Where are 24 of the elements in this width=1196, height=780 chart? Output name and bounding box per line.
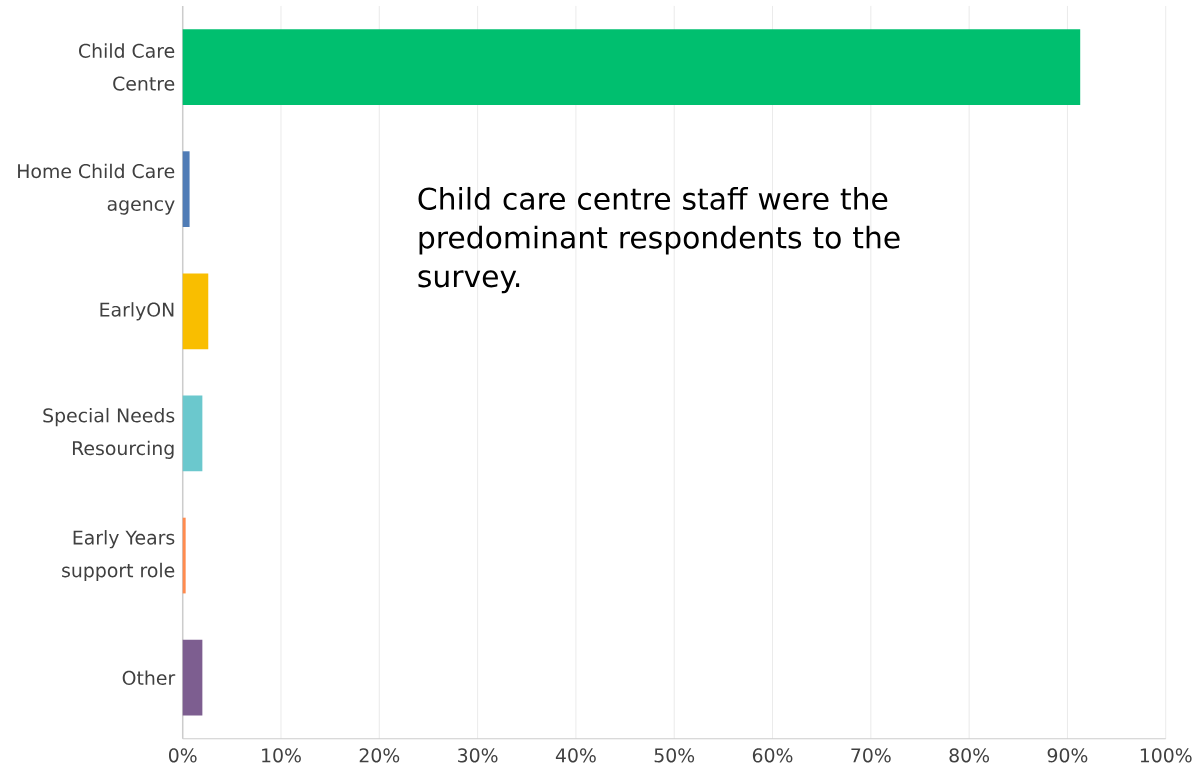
x-tick-label: 0% (168, 748, 197, 763)
y-tick-label: EarlyON (100, 301, 174, 321)
x-tick-label: 100% (1140, 748, 1192, 763)
bar (182, 273, 209, 349)
y-tick-label: Home Child Care agency (18, 163, 175, 215)
x-tick-label: 90% (1047, 748, 1088, 763)
x-tick-label: 80% (949, 748, 990, 763)
x-tick-label: 10% (262, 748, 301, 763)
annotation: Child care centre staff were the predominant respondents to the survey. (418, 186, 900, 293)
x-tick-label: 40% (555, 748, 596, 763)
x-tick-label: 20% (359, 748, 400, 763)
x-tick-label: 30% (458, 748, 498, 763)
y-tick-label: Other (122, 670, 176, 685)
y-tick-label: Child Care Centre (79, 43, 175, 91)
bar (182, 395, 203, 472)
bar (182, 517, 186, 594)
y-tick-label: Early Years support role (62, 529, 175, 581)
bar (182, 28, 1081, 105)
x-tick-label: 70% (851, 748, 891, 763)
y-tick-label: Special Needs Resourcing (43, 407, 175, 459)
bar (182, 151, 190, 227)
x-tick-label: 60% (752, 748, 793, 763)
x-tick-label: 50% (654, 748, 695, 763)
bar (182, 639, 203, 716)
